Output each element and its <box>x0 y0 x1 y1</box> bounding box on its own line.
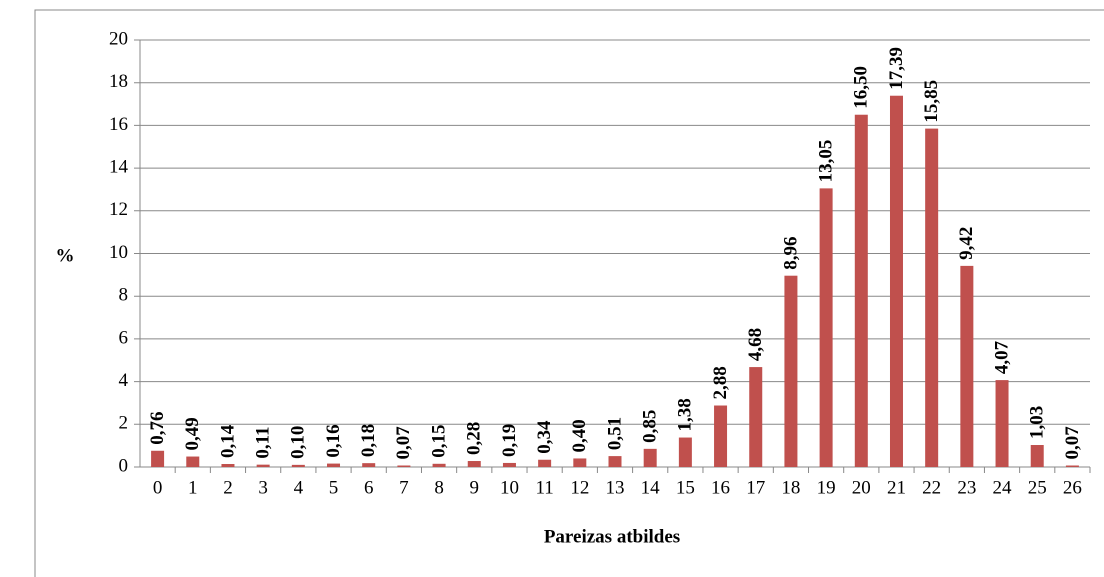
value-label: 2,88 <box>710 366 731 399</box>
y-tick-label: 14 <box>109 156 129 177</box>
x-tick-label: 25 <box>1028 477 1047 498</box>
y-tick-label: 4 <box>119 370 129 391</box>
x-tick-label: 18 <box>781 477 800 498</box>
bar <box>995 380 1009 467</box>
value-label: 0,18 <box>358 424 379 457</box>
value-label: 0,16 <box>323 424 344 457</box>
x-tick-label: 23 <box>957 477 976 498</box>
value-label: 0,40 <box>569 419 590 452</box>
y-tick-label: 10 <box>109 242 128 263</box>
bar <box>573 458 587 467</box>
bar <box>819 188 833 467</box>
value-label: 0,14 <box>217 424 238 458</box>
x-tick-label: 17 <box>746 477 765 498</box>
x-tick-label: 12 <box>570 477 589 498</box>
x-tick-label: 16 <box>711 477 730 498</box>
value-label: 0,07 <box>1062 426 1083 460</box>
x-tick-label: 14 <box>641 477 661 498</box>
x-tick-label: 10 <box>500 477 519 498</box>
bar <box>256 464 270 467</box>
x-tick-label: 7 <box>399 477 409 498</box>
value-label: 0,07 <box>393 426 414 460</box>
bar <box>291 464 305 467</box>
value-label: 1,38 <box>675 398 696 431</box>
value-label: 9,42 <box>956 227 977 260</box>
x-tick-label: 5 <box>329 477 339 498</box>
bar <box>960 265 974 467</box>
y-tick-label: 16 <box>109 114 128 135</box>
y-tick-label: 20 <box>109 28 128 49</box>
x-tick-label: 4 <box>294 477 304 498</box>
x-tick-label: 9 <box>470 477 480 498</box>
value-label: 0,11 <box>253 426 274 458</box>
x-tick-label: 13 <box>606 477 625 498</box>
y-tick-label: 6 <box>119 327 129 348</box>
x-tick-label: 1 <box>188 477 198 498</box>
value-label: 0,28 <box>464 422 485 455</box>
value-label: 16,50 <box>851 66 872 109</box>
x-tick-label: 21 <box>887 477 906 498</box>
bar <box>432 463 446 467</box>
bar <box>889 95 903 467</box>
x-tick-label: 24 <box>993 477 1013 498</box>
chart-border <box>34 9 1104 577</box>
value-label: 8,96 <box>780 236 801 269</box>
value-label: 4,07 <box>991 340 1012 374</box>
bar <box>678 437 692 467</box>
x-tick-label: 8 <box>434 477 444 498</box>
bar <box>538 459 552 467</box>
x-tick-label: 2 <box>223 477 233 498</box>
x-tick-label: 3 <box>258 477 268 498</box>
bar <box>1065 465 1079 467</box>
value-label: 0,51 <box>604 417 625 450</box>
value-label: 1,03 <box>1027 406 1048 439</box>
bar <box>327 463 341 467</box>
bar <box>151 450 165 467</box>
x-tick-label: 11 <box>535 477 553 498</box>
x-tick-label: 6 <box>364 477 374 498</box>
value-label: 0,49 <box>182 417 203 450</box>
bar <box>608 456 622 467</box>
x-tick-label: 19 <box>817 477 836 498</box>
value-label: 0,34 <box>534 420 555 454</box>
y-tick-label: 0 <box>119 455 129 476</box>
value-label: 13,05 <box>815 140 836 183</box>
y-tick-label: 2 <box>119 413 129 434</box>
x-tick-label: 0 <box>153 477 163 498</box>
bar <box>221 464 235 467</box>
x-tick-label: 26 <box>1063 477 1082 498</box>
value-label: 0,19 <box>499 424 520 457</box>
y-axis-label: % <box>56 245 75 266</box>
bar <box>362 463 376 467</box>
y-tick-label: 12 <box>109 199 128 220</box>
y-tick-label: 8 <box>119 285 129 306</box>
value-label: 0,76 <box>147 412 168 445</box>
bar <box>925 128 939 468</box>
value-label: 4,68 <box>745 328 766 361</box>
value-label: 0,10 <box>288 426 309 459</box>
x-tick-label: 22 <box>922 477 941 498</box>
bar <box>749 367 763 467</box>
x-axis-label: Pareizas atbildes <box>544 526 680 547</box>
bar <box>502 462 516 467</box>
bar <box>854 114 868 467</box>
bar <box>643 448 657 467</box>
bar <box>467 461 481 467</box>
value-label: 17,39 <box>886 47 907 90</box>
x-tick-label: 20 <box>852 477 871 498</box>
bar <box>1030 445 1044 467</box>
bar <box>186 456 200 467</box>
bar <box>784 275 798 467</box>
value-label: 0,85 <box>640 410 661 443</box>
value-label: 0,15 <box>428 425 449 458</box>
bar <box>397 465 411 467</box>
x-tick-label: 15 <box>676 477 695 498</box>
y-tick-label: 18 <box>109 71 128 92</box>
bar <box>714 405 728 467</box>
value-label: 15,85 <box>921 80 942 123</box>
